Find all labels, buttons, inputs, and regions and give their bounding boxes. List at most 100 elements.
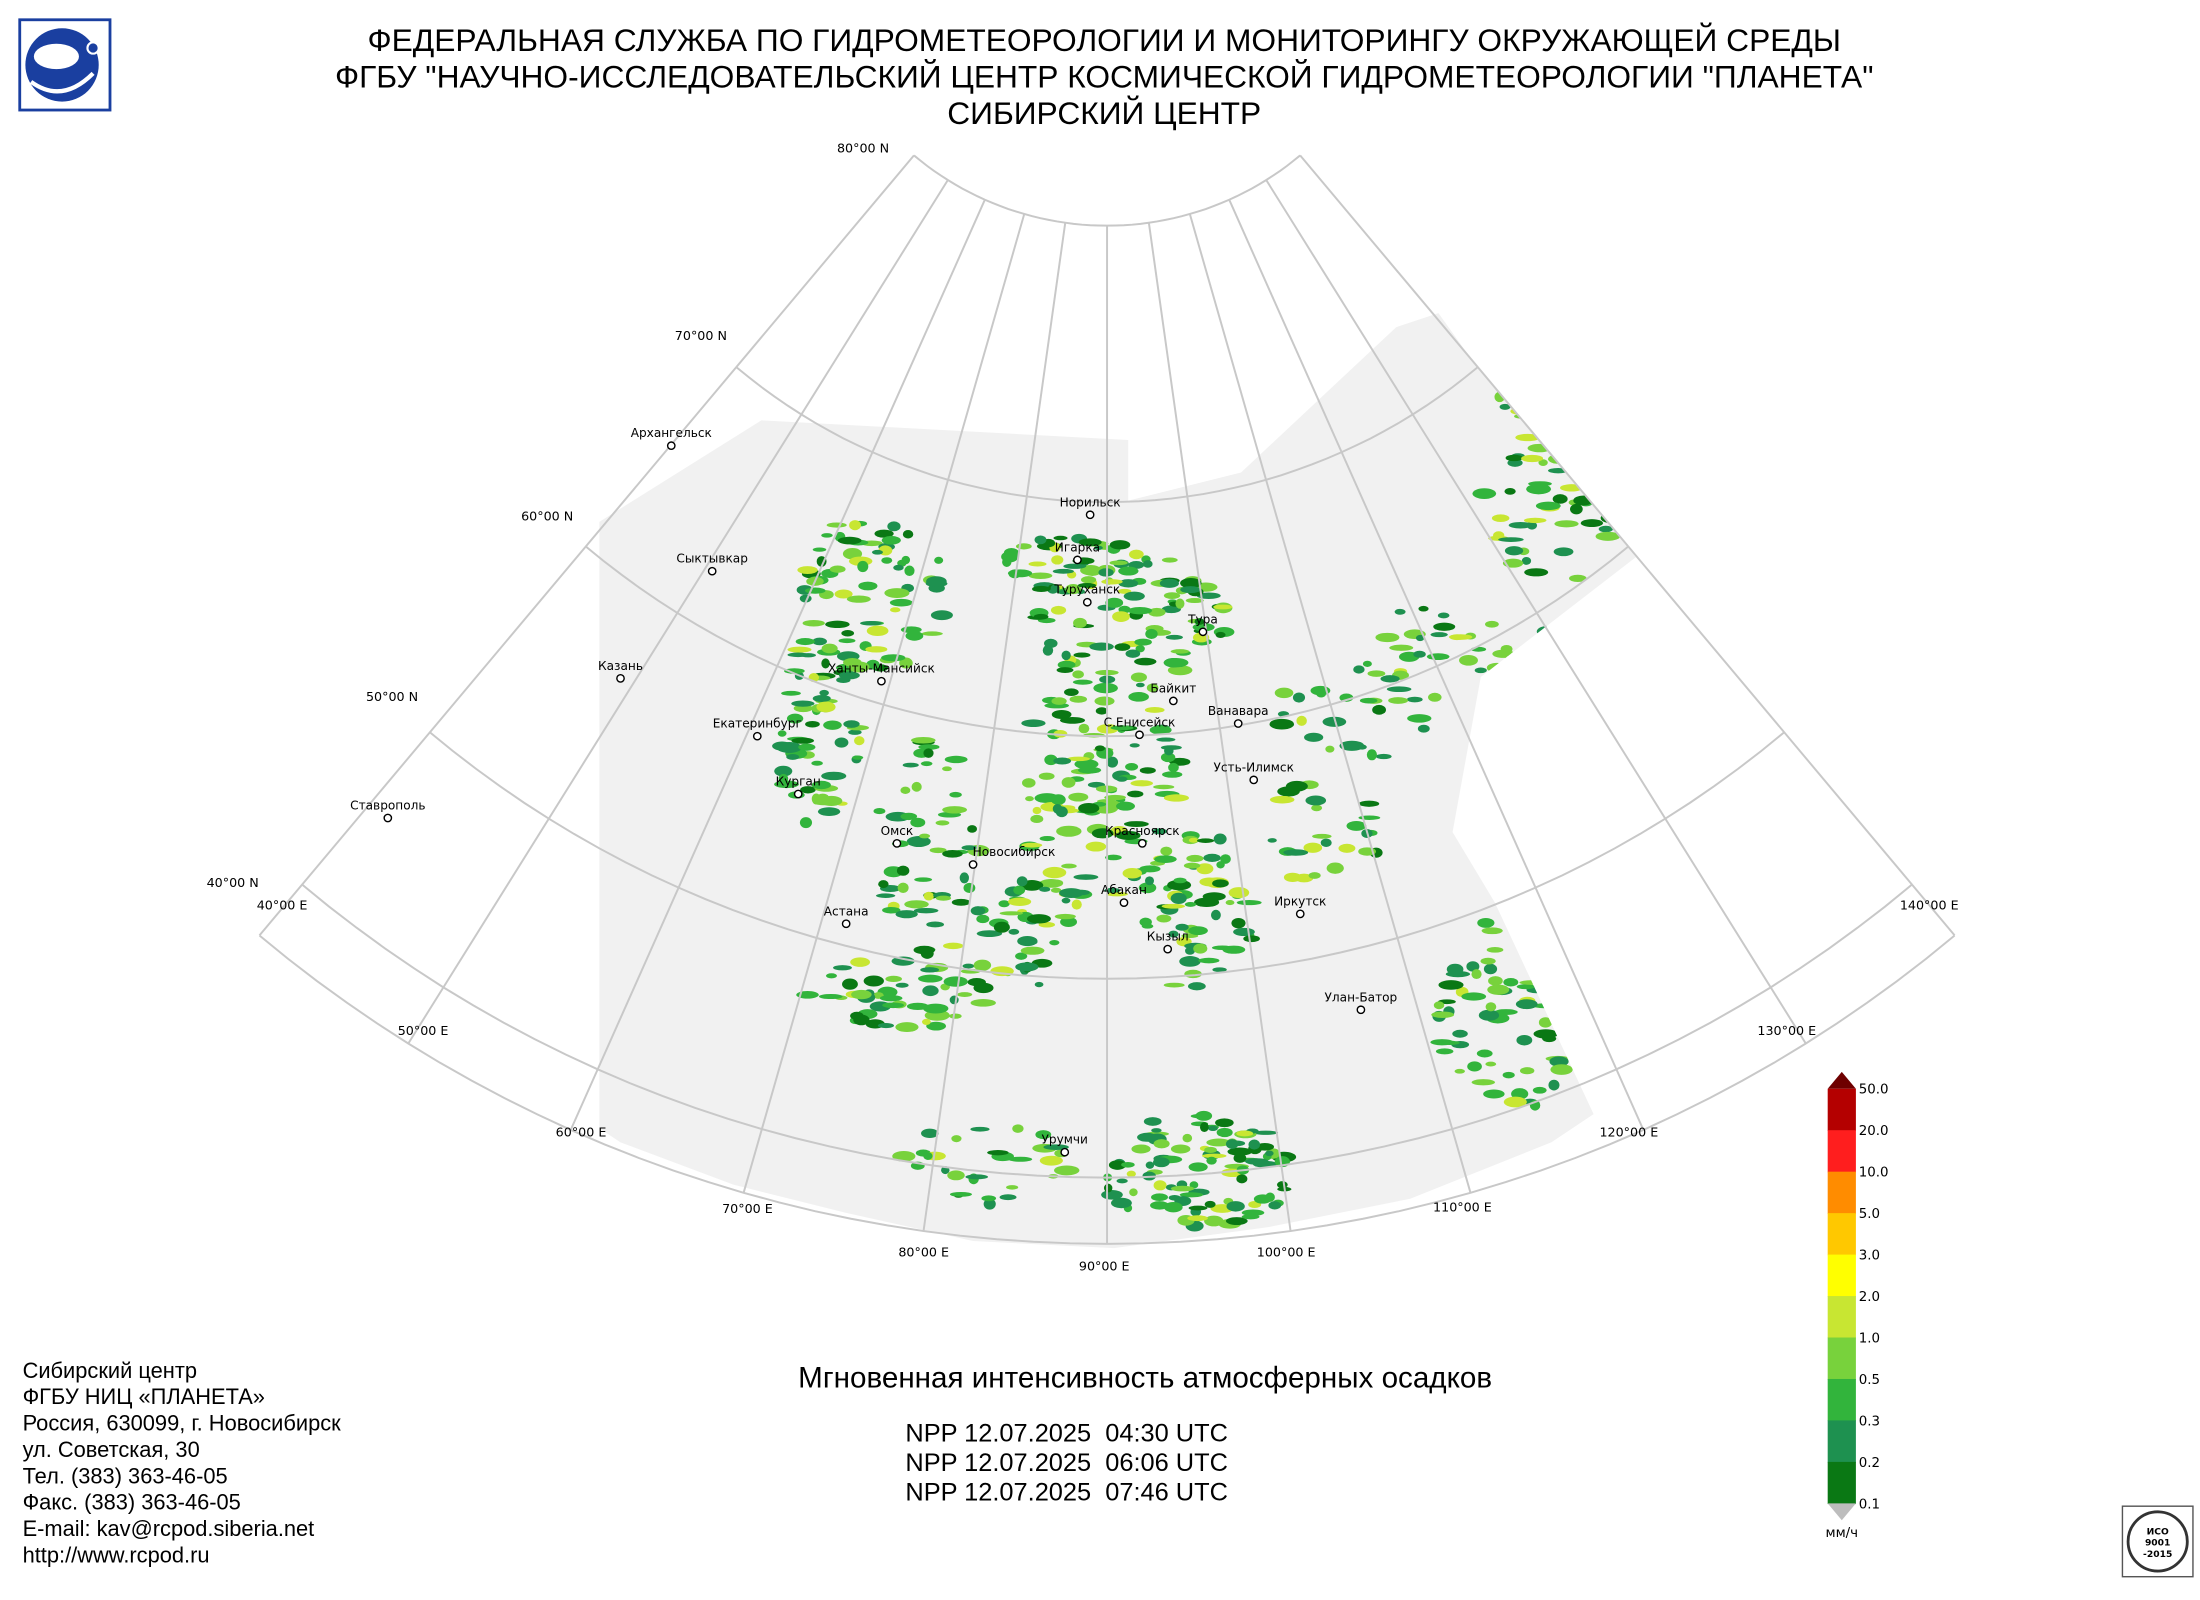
rain-patch [849, 520, 861, 531]
rain-patch [1051, 794, 1066, 806]
product-info: Мгновенная интенсивность атмосферных оса… [798, 1362, 1492, 1507]
rain-patch [1129, 549, 1144, 560]
rain-patch [1002, 557, 1012, 567]
rain-patch [1188, 926, 1208, 936]
rain-patch [1549, 378, 1571, 383]
city-label: Улан-Батор [1325, 990, 1398, 1004]
colorbar-segment [1827, 1130, 1856, 1173]
city-marker [383, 813, 393, 823]
meridian-line [742, 213, 1026, 1194]
rain-patch [1322, 716, 1347, 727]
rain-patch [1077, 583, 1097, 588]
rain-patch [1225, 900, 1235, 906]
rain-patch [1145, 1161, 1155, 1169]
rain-patch [1044, 638, 1058, 649]
rain-patch [1406, 696, 1423, 703]
rain-patch [812, 547, 827, 552]
rain-patch [1553, 962, 1571, 970]
rain-patch [1054, 913, 1076, 920]
rain-patch [1163, 982, 1185, 988]
rain-patch [878, 880, 889, 889]
rain-patch [1038, 921, 1056, 928]
rain-patch [1084, 566, 1101, 576]
rain-patch [981, 1195, 997, 1202]
rain-patch [1118, 566, 1139, 576]
rain-patch [1485, 620, 1499, 628]
rain-patch [1600, 467, 1623, 475]
rain-patch [1603, 426, 1622, 434]
rain-patch [1094, 745, 1106, 752]
city-label: Ванавара [1208, 704, 1269, 718]
rain-patch [863, 975, 884, 987]
rain-patch [1033, 613, 1049, 620]
rain-patch [897, 882, 909, 894]
rain-patch [949, 791, 962, 798]
rain-patch [1433, 1001, 1445, 1010]
rain-patch [838, 671, 860, 680]
rain-patch [913, 945, 936, 955]
rain-patch [1562, 437, 1573, 449]
rain-patch [1265, 1150, 1274, 1157]
city-marker [666, 441, 676, 451]
rain-patch [1199, 1122, 1209, 1133]
rain-patch [1518, 355, 1544, 366]
meridian-line [407, 179, 949, 1045]
rain-patch [1111, 1197, 1132, 1209]
rain-patch [1511, 1088, 1529, 1100]
rain-patch [1561, 339, 1570, 346]
rain-patch [923, 1152, 933, 1160]
rain-patch [1049, 939, 1060, 946]
rain-patch [1236, 900, 1262, 906]
rain-patch [1213, 604, 1233, 610]
rain-patch [1168, 762, 1179, 773]
rain-patch [1433, 622, 1456, 631]
rain-patch [1093, 682, 1118, 694]
colorbar-extend [1827, 1503, 1856, 1521]
rain-patch [778, 773, 789, 784]
rain-patch [1128, 692, 1149, 702]
city-marker [1060, 1147, 1070, 1157]
rain-patch [1196, 863, 1214, 875]
rain-patch [1026, 914, 1051, 924]
rain-patch [910, 817, 926, 828]
rain-patch [906, 836, 931, 848]
rain-patch [1575, 392, 1593, 399]
rain-patch [1050, 584, 1060, 592]
rain-patch [1053, 535, 1068, 541]
rain-patch [1346, 820, 1367, 831]
rain-patch [829, 565, 846, 573]
rain-patch [943, 976, 968, 987]
rain-patch [1061, 897, 1071, 904]
meridian-label: 100°00 E [1257, 1245, 1316, 1260]
rain-patch [841, 629, 855, 637]
colorbar-segment [1827, 1420, 1856, 1463]
rain-patch [1204, 1215, 1224, 1227]
city-marker [1163, 944, 1173, 954]
rain-patch [1491, 514, 1510, 522]
rain-patch [1188, 1205, 1208, 1211]
rain-patch [1471, 1079, 1496, 1086]
rain-patch [893, 564, 904, 571]
rain-patch [1601, 427, 1617, 439]
rain-patch [1212, 879, 1229, 888]
rain-patch [882, 906, 901, 914]
rain-patch [1206, 1156, 1217, 1165]
colorbar-label: 5.0 [1859, 1207, 1880, 1222]
header: ФЕДЕРАЛЬНАЯ СЛУЖБА ПО ГИДРОМЕТЕОРОЛОГИИ … [335, 22, 1874, 131]
rain-patch [1502, 1071, 1515, 1079]
rain-patch [1135, 645, 1145, 653]
rain-patch [1105, 597, 1124, 608]
rain-patch [1614, 492, 1625, 498]
rain-patch [821, 533, 833, 538]
rain-patch [942, 806, 968, 814]
rain-patch [879, 995, 903, 1002]
rain-patch [1116, 1178, 1128, 1184]
rain-patch [1524, 364, 1548, 376]
rain-patch [1210, 909, 1221, 921]
rain-patch [1575, 462, 1594, 471]
rain-patch [866, 659, 880, 670]
rain-patch [1167, 879, 1192, 891]
rain-patch [873, 807, 886, 815]
colorbar-segment [1827, 1254, 1856, 1297]
rain-patch [1285, 780, 1308, 792]
